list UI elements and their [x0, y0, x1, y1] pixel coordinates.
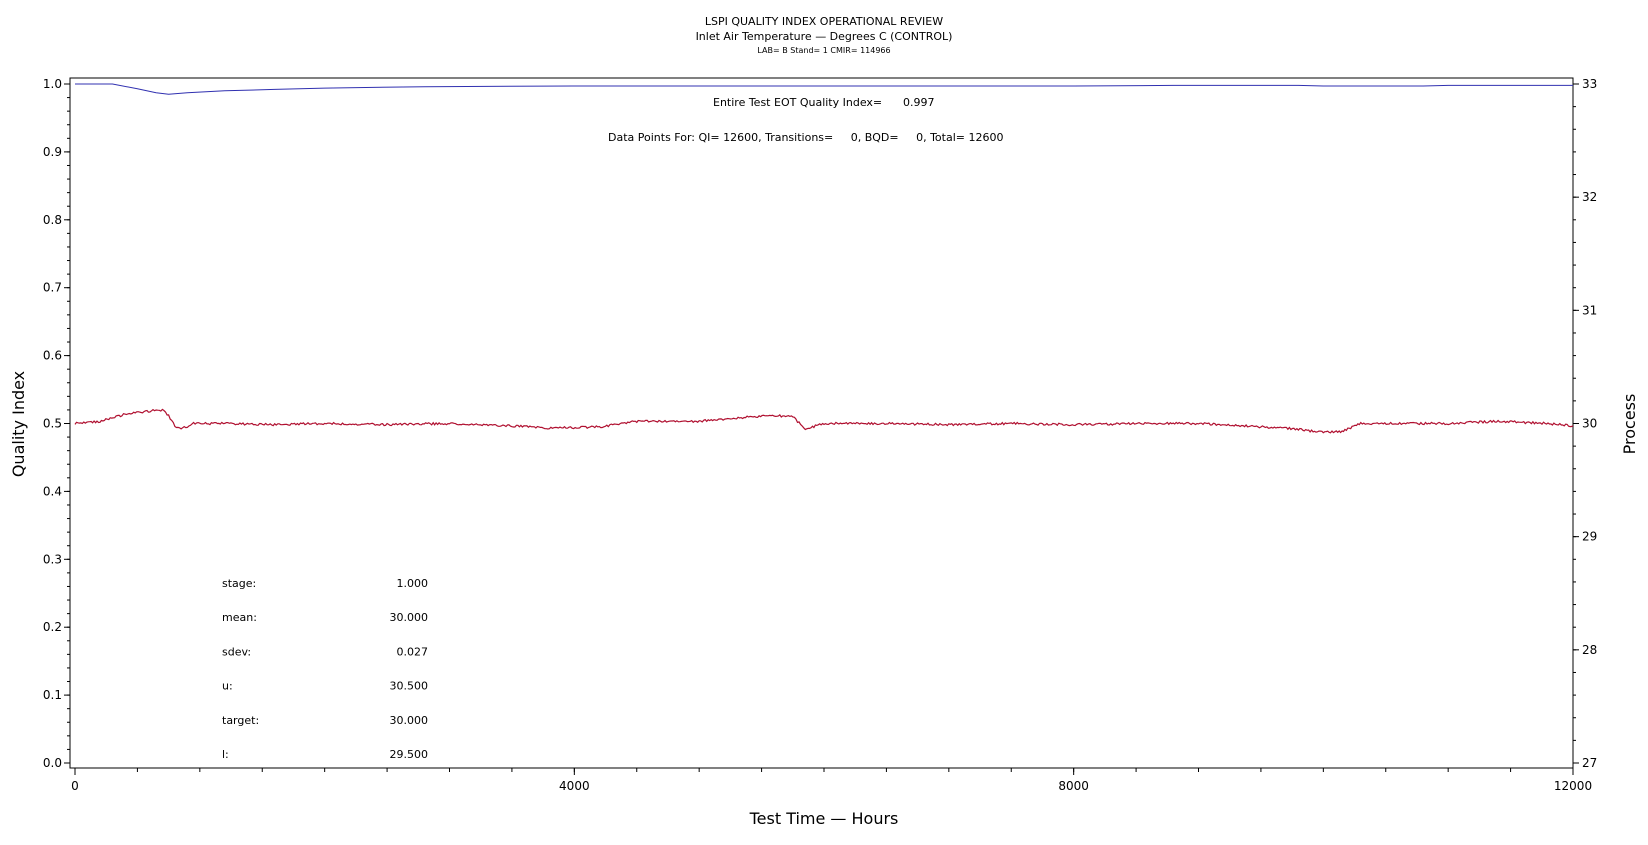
quality-index-series-line: [75, 83, 1573, 95]
y-tick-label: 0.2: [43, 620, 62, 634]
y-tick-label: 0.9: [43, 145, 62, 159]
chart-subtitle: Inlet Air Temperature — Degrees C (CONTR…: [696, 30, 953, 43]
stat-label: l:: [222, 748, 229, 761]
x-tick-label: 12000: [1554, 779, 1592, 793]
stat-label: u:: [222, 680, 233, 693]
y2-tick-label: 33: [1582, 77, 1597, 91]
y-tick-label: 0.1: [43, 688, 62, 702]
process-series-line: [74, 408, 1574, 434]
stat-value: 30.000: [390, 714, 429, 727]
plot-frame: [69, 77, 1574, 769]
y-tick-label: 0.0: [43, 756, 62, 770]
y2-tick-label: 28: [1582, 643, 1597, 657]
stat-label: sdev:: [222, 645, 251, 658]
stat-label: mean:: [222, 611, 257, 624]
series: [74, 83, 1574, 434]
y-tick-label: 0.8: [43, 213, 62, 227]
eot-quality-label: Entire Test EOT Quality Index=: [713, 96, 882, 109]
stat-value: 30.000: [390, 611, 429, 624]
stat-value: 29.500: [390, 748, 429, 761]
stats-block: stage: 1.000 mean: 30.000 sdev: 0.027 u: 30.500…: [222, 577, 428, 761]
stat-value: 0.027: [397, 645, 429, 658]
chart-subtitle-2: LAB= B Stand= 1 CMIR= 114966: [757, 46, 890, 55]
eot-quality-value: 0.997: [903, 96, 935, 109]
y-tick-label: 1.0: [43, 77, 62, 91]
y-tick-label: 0.6: [43, 349, 62, 363]
x-tick-label: 8000: [1058, 779, 1089, 793]
y-tick-label: 0.3: [43, 552, 62, 566]
y2-tick-label: 27: [1582, 756, 1597, 770]
axes: 0.0 0.1 0.2 0.3 0.4 0.5 0.6 0.7 0.8 0.9 1.0 27 28 29 3…: [43, 77, 1597, 793]
stat-label: target:: [222, 714, 259, 727]
x-axis-label: Test Time — Hours: [749, 809, 899, 828]
stat-value: 30.500: [390, 680, 429, 693]
y-tick-label: 0.5: [43, 417, 62, 431]
y2-tick-label: 31: [1582, 303, 1597, 317]
y2-axis-label: Process: [1620, 394, 1639, 455]
y-axis-label: Quality Index: [9, 371, 28, 477]
y2-tick-label: 32: [1582, 190, 1597, 204]
stat-value: 1.000: [397, 577, 429, 590]
stat-label: stage:: [222, 577, 256, 590]
y2-tick-label: 30: [1582, 417, 1597, 431]
y-tick-label: 0.4: [43, 484, 62, 498]
x-tick-label: 0: [71, 779, 79, 793]
data-points-summary: Data Points For: QI= 12600, Transitions=…: [608, 131, 1003, 144]
y-tick-label: 0.7: [43, 281, 62, 295]
chart-title: LSPI QUALITY INDEX OPERATIONAL REVIEW: [705, 15, 943, 28]
y2-tick-label: 29: [1582, 530, 1597, 544]
x-tick-label: 4000: [559, 779, 590, 793]
